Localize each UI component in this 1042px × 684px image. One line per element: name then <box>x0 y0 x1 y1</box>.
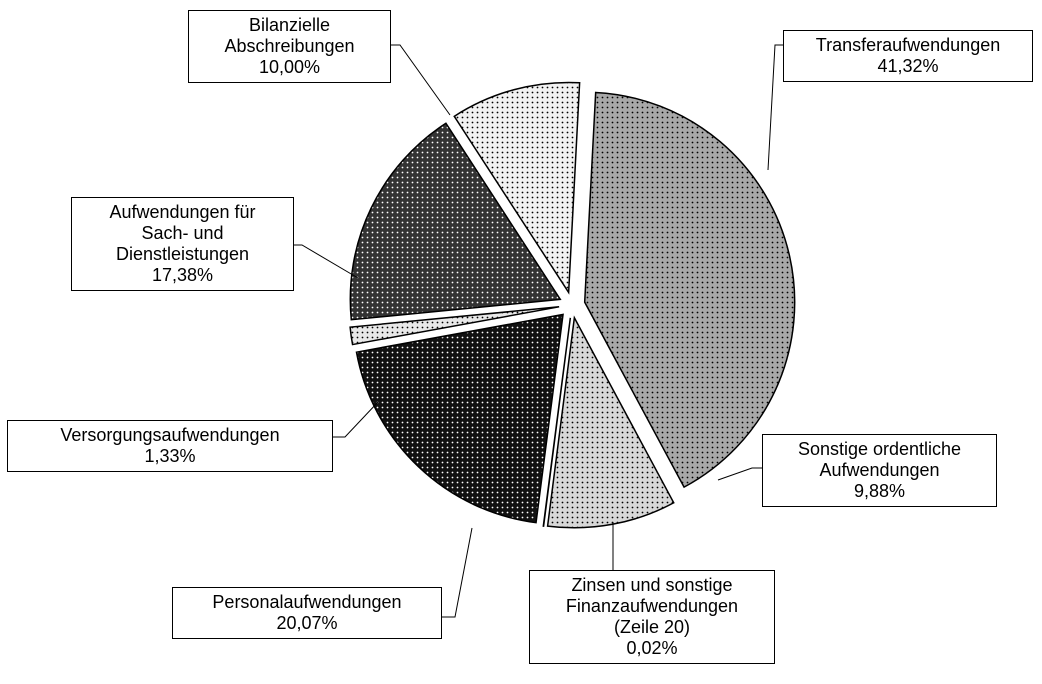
category-label: Versorgungsaufwendungen <box>60 425 280 445</box>
pie-slice <box>453 81 581 295</box>
pie-slice <box>349 306 560 346</box>
pie-slice <box>355 313 564 524</box>
leader-line <box>442 527 473 618</box>
label-box: Zinsen und sonstige Finanzaufwendungen (… <box>529 570 775 664</box>
category-label: Sonstige ordentliche Aufwendungen <box>797 439 962 480</box>
leader-line <box>294 244 359 279</box>
category-label: Bilanzielle Abschreibungen <box>224 15 355 56</box>
value-label: 0,02% <box>626 638 678 658</box>
pie-slice <box>546 315 675 529</box>
value-label: 17,38% <box>151 265 214 285</box>
leader-line <box>767 44 783 171</box>
pie-slice <box>542 317 572 528</box>
label-box: Bilanzielle Abschreibungen 10,00% <box>188 10 391 83</box>
value-label: 9,88% <box>853 481 906 501</box>
leader-line <box>717 467 762 481</box>
category-label: Transferaufwendungen <box>815 35 1001 55</box>
pie-slice <box>349 122 562 321</box>
leader-line <box>391 44 451 116</box>
label-box: Personalaufwendungen 20,07% <box>172 587 442 639</box>
value-label: 10,00% <box>258 57 321 77</box>
category-label: Zinsen und sonstige Finanzaufwendungen (… <box>565 575 739 637</box>
leader-line <box>333 401 379 438</box>
label-box: Sonstige ordentliche Aufwendungen 9,88% <box>762 434 997 507</box>
category-label: Aufwendungen für Sach- und Dienstleistun… <box>109 202 256 264</box>
label-box: Transferaufwendungen 41,32% <box>783 30 1033 82</box>
value-label: 1,33% <box>144 446 196 466</box>
value-label: 20,07% <box>276 613 338 633</box>
pie-slice <box>583 91 796 489</box>
category-label: Personalaufwendungen <box>212 592 402 612</box>
label-box: Versorgungsaufwendungen 1,33% <box>7 420 333 472</box>
value-label: 41,32% <box>877 56 939 76</box>
label-box: Aufwendungen für Sach- und Dienstleistun… <box>71 197 294 291</box>
